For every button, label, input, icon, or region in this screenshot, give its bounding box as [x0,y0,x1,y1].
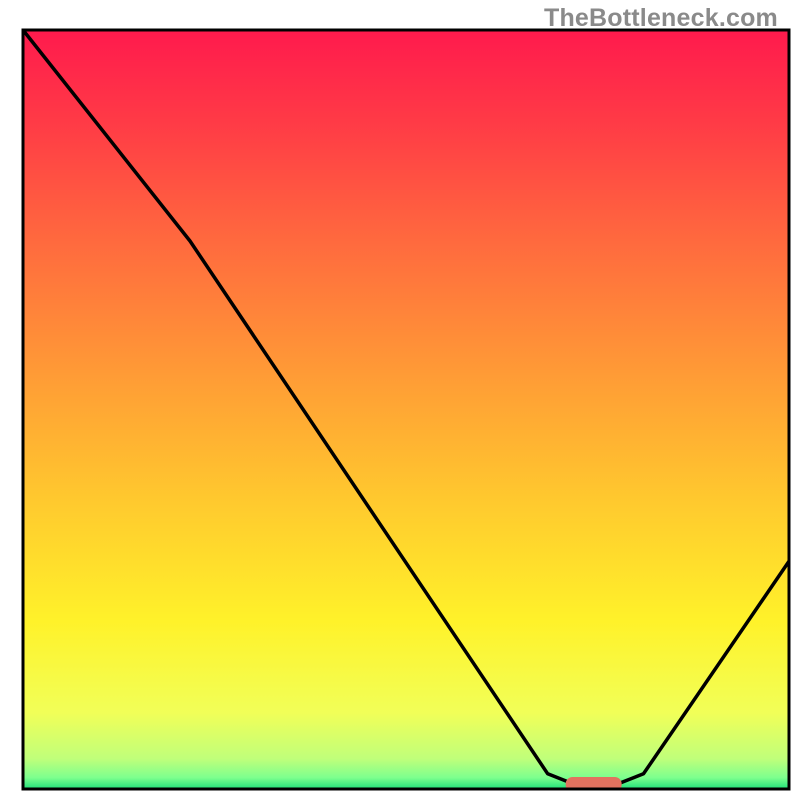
gradient-background [23,30,789,789]
bottleneck-chart [0,0,800,800]
watermark-text: TheBottleneck.com [544,4,778,33]
chart-frame: TheBottleneck.com [0,0,800,800]
